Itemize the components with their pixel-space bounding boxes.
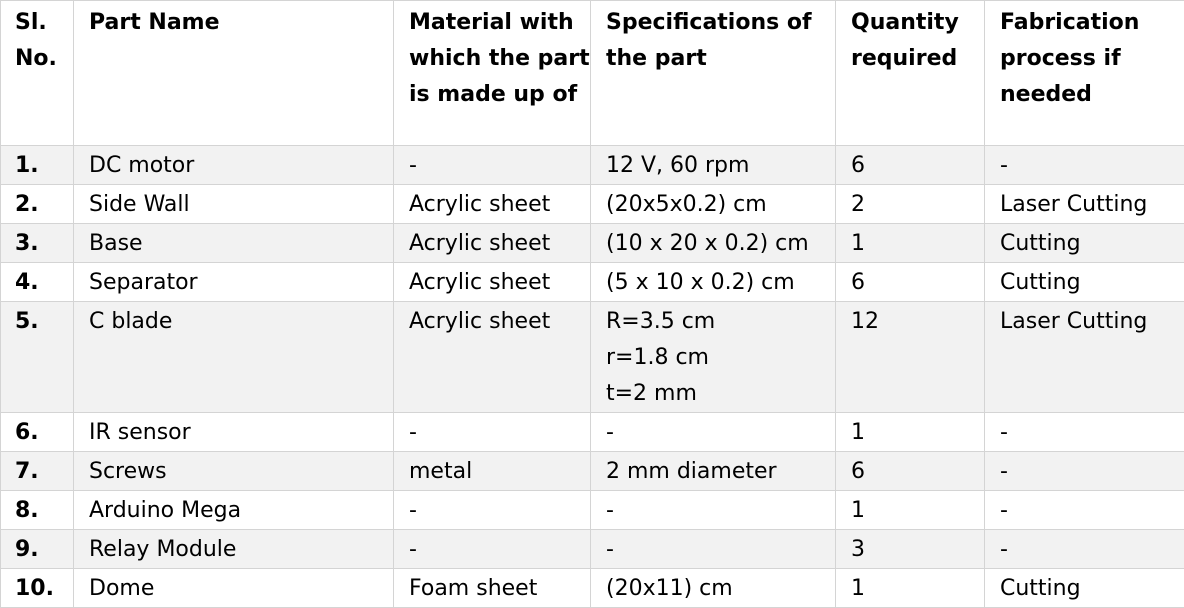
header-row: Sl. No. Part Name Material with which th… xyxy=(0,0,1184,146)
header-part-name: Part Name xyxy=(73,0,394,146)
cell-sl-no: 10. xyxy=(0,568,74,608)
header-quantity: Quantity required xyxy=(835,0,985,146)
spec-line: (10 x 20 x 0.2) cm xyxy=(606,231,809,256)
header-specifications: Specifications of the part xyxy=(590,0,836,146)
spec-line: 12 V, 60 rpm xyxy=(606,153,750,178)
cell-part-name: DC motor xyxy=(73,145,394,185)
spec-line: (5 x 10 x 0.2) cm xyxy=(606,270,795,295)
spec-line: R=3.5 cm xyxy=(606,309,716,334)
cell-quantity: 6 xyxy=(835,145,985,185)
table-row: 3. Base Acrylic sheet (10 x 20 x 0.2) cm 1 Cu… xyxy=(0,223,1184,263)
cell-fabrication: - xyxy=(984,412,1184,452)
cell-fabrication: - xyxy=(984,451,1184,491)
cell-sl-no: 6. xyxy=(0,412,74,452)
cell-sl-no: 2. xyxy=(0,184,74,224)
table-row: 8. Arduino Mega - -1- xyxy=(0,490,1184,530)
cell-part-name: Side Wall xyxy=(73,184,394,224)
cell-fabrication: Cutting xyxy=(984,568,1184,608)
cell-material: Acrylic sheet xyxy=(393,223,591,263)
cell-quantity: 3 xyxy=(835,529,985,569)
header-material: Material with which the part is made up … xyxy=(393,0,591,146)
table-row: 6. IR sensor - -1- xyxy=(0,412,1184,452)
cell-material: metal xyxy=(393,451,591,491)
cell-quantity: 1 xyxy=(835,490,985,530)
spec-line: - xyxy=(606,420,614,445)
cell-sl-no: 4. xyxy=(0,262,74,302)
cell-material: Foam sheet xyxy=(393,568,591,608)
cell-sl-no: 8. xyxy=(0,490,74,530)
cell-material: - xyxy=(393,145,591,185)
cell-specifications: 2 mm diameter xyxy=(590,451,836,491)
cell-material: - xyxy=(393,490,591,530)
cell-quantity: 6 xyxy=(835,262,985,302)
spec-line: - xyxy=(606,498,614,523)
cell-material: Acrylic sheet xyxy=(393,262,591,302)
cell-material: - xyxy=(393,529,591,569)
cell-specifications: - xyxy=(590,529,836,569)
cell-part-name: Separator xyxy=(73,262,394,302)
table-header: Sl. No. Part Name Material with which th… xyxy=(0,0,1184,146)
table-row: 2. Side Wall Acrylic sheet (20x5x0.2) cm 2 La… xyxy=(0,184,1184,224)
spec-line: (20x11) cm xyxy=(606,576,733,601)
cell-part-name: Base xyxy=(73,223,394,263)
cell-part-name: IR sensor xyxy=(73,412,394,452)
cell-quantity: 1 xyxy=(835,412,985,452)
cell-material: Acrylic sheet xyxy=(393,184,591,224)
cell-specifications: (5 x 10 x 0.2) cm xyxy=(590,262,836,302)
table-row: 7. Screws metal 2 mm diameter 6- xyxy=(0,451,1184,491)
cell-specifications: - xyxy=(590,412,836,452)
cell-fabrication: Laser Cutting xyxy=(984,301,1184,413)
cell-sl-no: 5. xyxy=(0,301,74,413)
cell-fabrication: Cutting xyxy=(984,262,1184,302)
cell-part-name: Dome xyxy=(73,568,394,608)
table-row: 4. Separator Acrylic sheet (5 x 10 x 0.2) c… xyxy=(0,262,1184,302)
spec-line: r=1.8 cm xyxy=(606,345,709,370)
cell-sl-no: 9. xyxy=(0,529,74,569)
cell-specifications: (20x11) cm xyxy=(590,568,836,608)
header-sl-no: Sl. No. xyxy=(0,0,74,146)
cell-quantity: 6 xyxy=(835,451,985,491)
table-row: 5. C blade Acrylic sheet R=3.5 cm r=1.8 cm t=… xyxy=(0,301,1184,413)
cell-specifications: - xyxy=(590,490,836,530)
cell-part-name: Relay Module xyxy=(73,529,394,569)
cell-fabrication: - xyxy=(984,145,1184,185)
table-row: 10. Dome Foam sheet (20x11) cm 1 Cutting xyxy=(0,568,1184,608)
spec-line: 2 mm diameter xyxy=(606,459,777,484)
cell-sl-no: 1. xyxy=(0,145,74,185)
table-row: 1. DC motor -12 V, 60 rpm 6- xyxy=(0,145,1184,185)
cell-quantity: 1 xyxy=(835,568,985,608)
cell-part-name: Arduino Mega xyxy=(73,490,394,530)
cell-fabrication: Cutting xyxy=(984,223,1184,263)
cell-material: - xyxy=(393,412,591,452)
cell-quantity: 12 xyxy=(835,301,985,413)
cell-fabrication: - xyxy=(984,490,1184,530)
cell-quantity: 2 xyxy=(835,184,985,224)
cell-quantity: 1 xyxy=(835,223,985,263)
cell-specifications: R=3.5 cm r=1.8 cm t=2 mm xyxy=(590,301,836,413)
table-row: 9. Relay Module - -3- xyxy=(0,529,1184,569)
cell-material: Acrylic sheet xyxy=(393,301,591,413)
cell-fabrication: Laser Cutting xyxy=(984,184,1184,224)
spec-line: - xyxy=(606,537,614,562)
cell-specifications: (20x5x0.2) cm xyxy=(590,184,836,224)
cell-sl-no: 3. xyxy=(0,223,74,263)
spec-line: (20x5x0.2) cm xyxy=(606,192,767,217)
spec-line: t=2 mm xyxy=(606,381,697,406)
cell-specifications: (10 x 20 x 0.2) cm xyxy=(590,223,836,263)
cell-specifications: 12 V, 60 rpm xyxy=(590,145,836,185)
cell-part-name: Screws xyxy=(73,451,394,491)
cell-fabrication: - xyxy=(984,529,1184,569)
table-body: 1. DC motor -12 V, 60 rpm 6-2. Side Wall Acry… xyxy=(0,145,1184,608)
cell-part-name: C blade xyxy=(73,301,394,413)
cell-sl-no: 7. xyxy=(0,451,74,491)
header-fabrication: Fabrication process if needed xyxy=(984,0,1184,146)
